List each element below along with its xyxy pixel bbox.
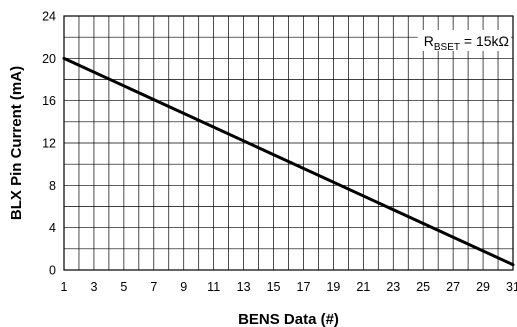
grid [63, 15, 514, 271]
y-tick-labels: 0 4 8 12 16 20 24 [42, 10, 56, 278]
x-tick-label: 21 [356, 280, 370, 294]
y-axis-title: BLX Pin Current (mA) [8, 66, 25, 220]
y-tick-label: 20 [42, 52, 56, 66]
series-layer [62, 56, 515, 267]
x-tick-label: 1 [61, 280, 68, 294]
y-tick-label: 8 [49, 179, 56, 193]
x-tick-label: 7 [150, 280, 157, 294]
x-tick-label: 25 [416, 280, 430, 294]
annotation-subscript: BSET [434, 42, 460, 53]
x-tick-label: 13 [237, 280, 251, 294]
x-tick-label: 3 [90, 280, 97, 294]
y-tick-label: 16 [42, 94, 56, 108]
y-tick-label: 0 [49, 264, 56, 278]
annotation-background [417, 30, 511, 51]
x-tick-label: 9 [180, 280, 187, 294]
annotation: RBSET = 15kΩ [424, 33, 509, 53]
x-tick-label: 31 [506, 280, 517, 294]
x-tick-label: 23 [386, 280, 400, 294]
y-tick-label: 24 [42, 10, 56, 24]
annotation-prefix: R [424, 33, 434, 49]
x-axis-title: BENS Data (#) [238, 311, 339, 327]
x-tick-label: 29 [476, 280, 490, 294]
y-tick-label: 4 [49, 221, 56, 235]
plot-frame [63, 15, 514, 271]
y-tick-label: 12 [42, 137, 56, 151]
x-tick-labels: 1 3 5 7 9 11 13 15 17 19 21 23 25 27 29 31 [61, 280, 517, 294]
x-tick-label: 5 [120, 280, 127, 294]
x-tick-label: 15 [267, 280, 281, 294]
annotation-suffix: = 15kΩ [460, 33, 509, 49]
x-tick-label: 11 [207, 280, 220, 294]
x-tick-label: 27 [446, 280, 460, 294]
x-tick-label: 19 [326, 280, 340, 294]
series-line [62, 56, 515, 267]
x-tick-label: 17 [297, 280, 311, 294]
